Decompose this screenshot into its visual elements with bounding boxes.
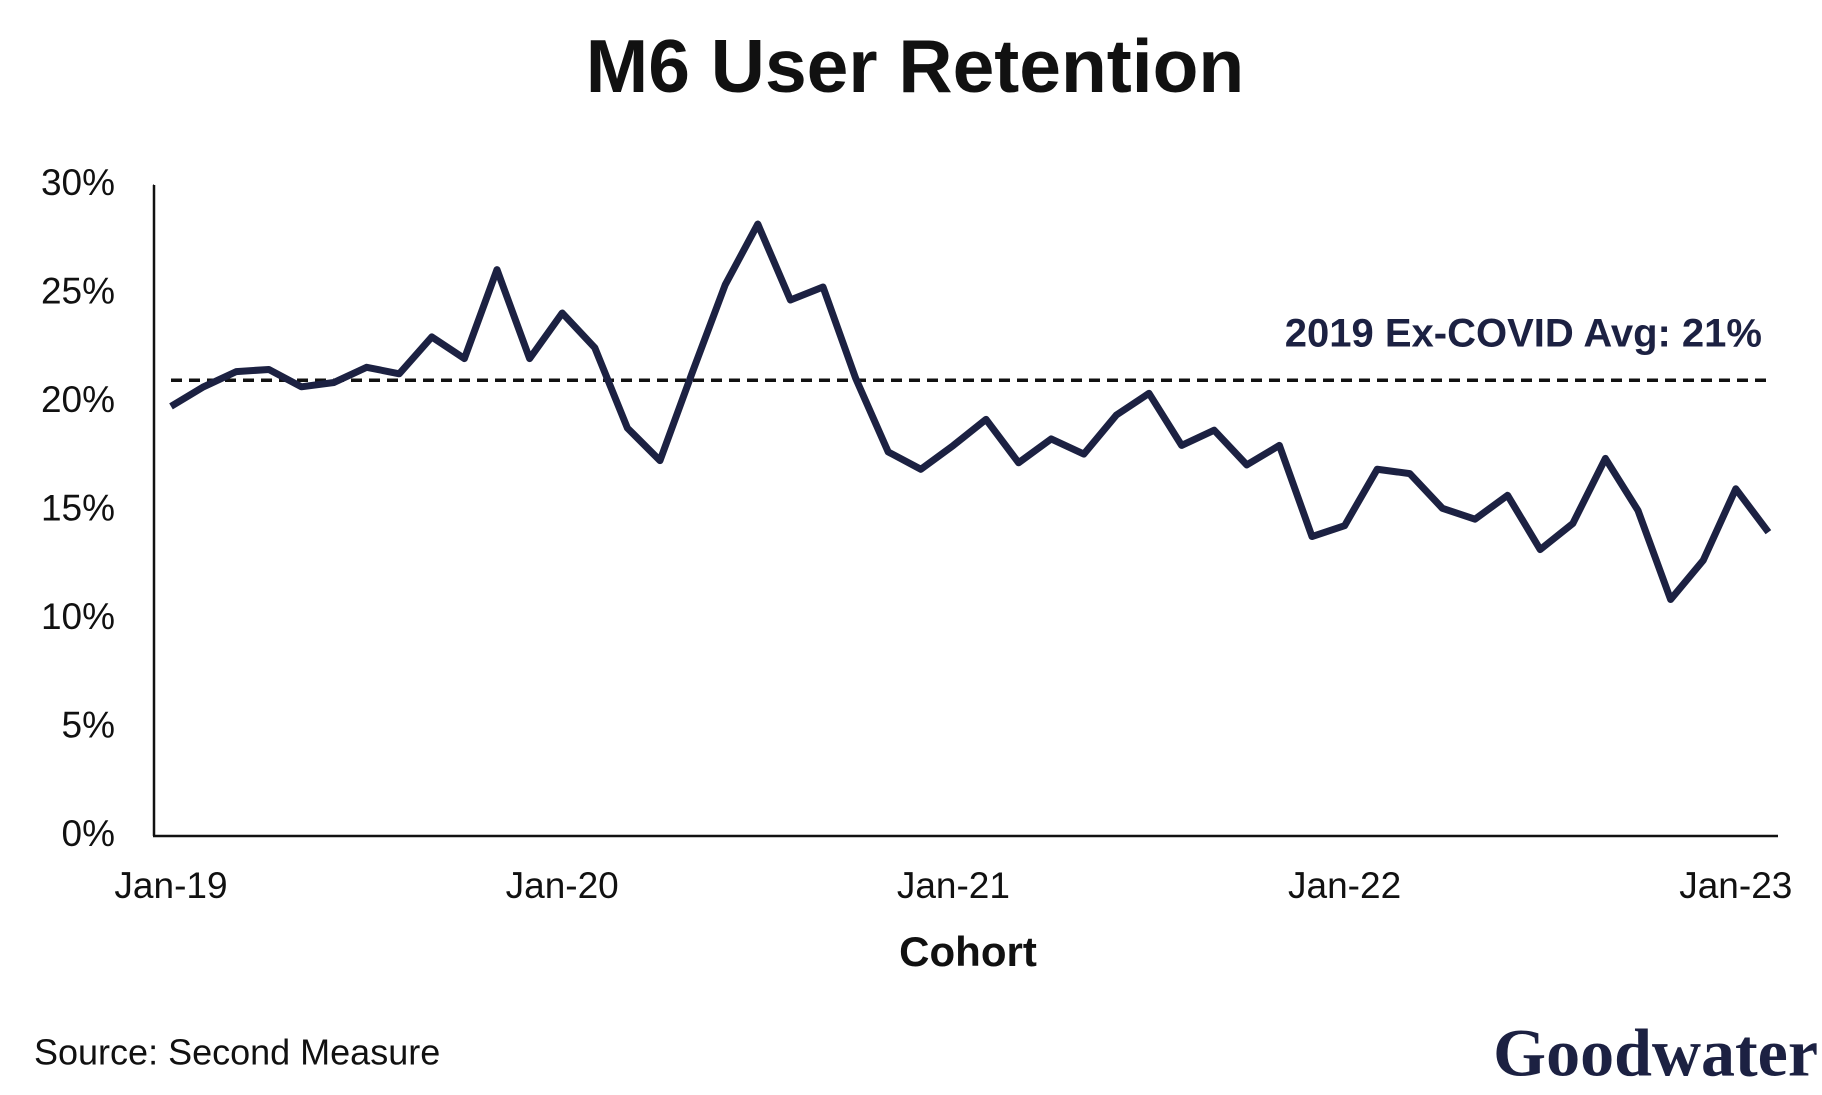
logo: Goodwater bbox=[1493, 1015, 1818, 1091]
y-tick-label: 0% bbox=[62, 813, 115, 854]
x-tick-label: Jan-22 bbox=[1288, 865, 1401, 906]
reference-label: 2019 Ex-COVID Avg: 21% bbox=[1285, 312, 1762, 356]
y-tick-label: 10% bbox=[41, 596, 115, 637]
y-tick-label: 5% bbox=[62, 704, 115, 745]
source: Source: Second Measure bbox=[34, 1032, 440, 1073]
y-tick-label: 25% bbox=[41, 270, 115, 311]
chart-title: M6 User Retention bbox=[586, 24, 1244, 108]
y-tick-label: 15% bbox=[41, 487, 115, 528]
x-axis-label: Cohort bbox=[899, 928, 1037, 975]
x-tick-label: Jan-23 bbox=[1679, 865, 1792, 906]
y-tick-label: 30% bbox=[41, 162, 115, 203]
x-tick-label: Jan-21 bbox=[897, 865, 1010, 906]
x-tick-label: Jan-19 bbox=[114, 865, 227, 906]
y-tick-label: 20% bbox=[41, 379, 115, 420]
x-tick-label: Jan-20 bbox=[506, 865, 619, 906]
series-line bbox=[169, 220, 1772, 603]
